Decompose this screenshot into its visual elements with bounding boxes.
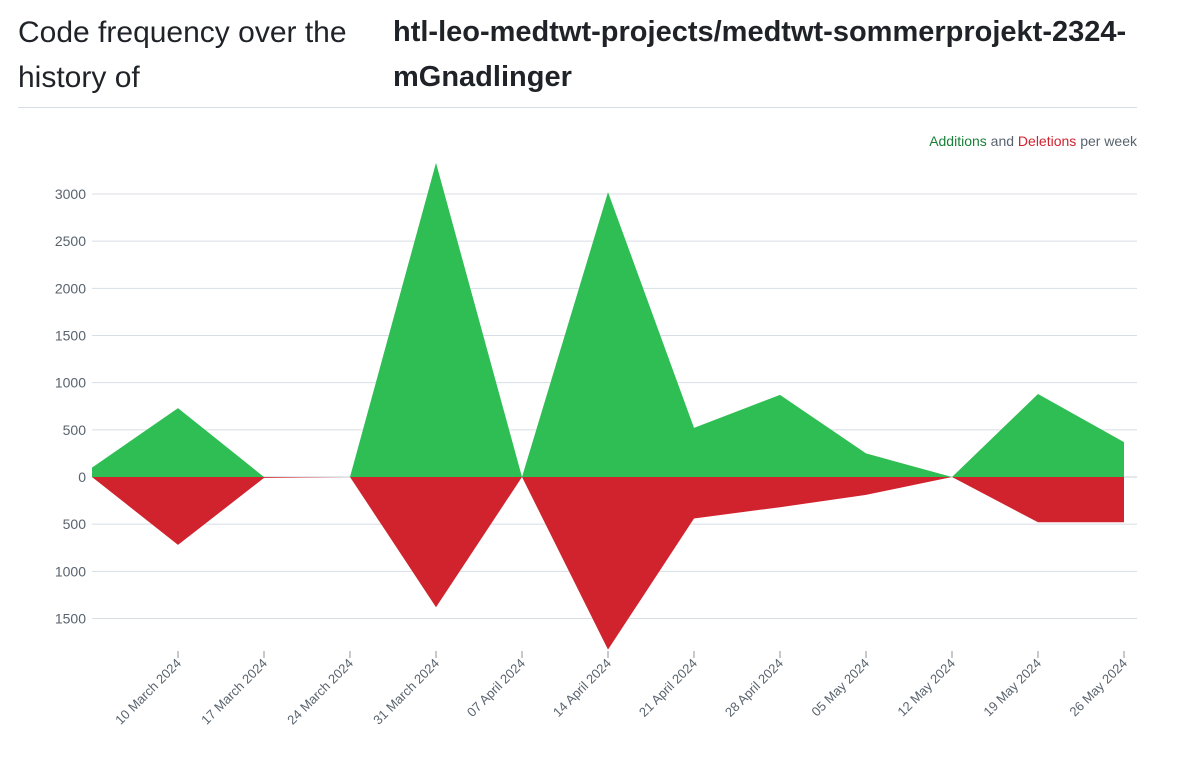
legend-additions: Additions bbox=[929, 133, 987, 149]
legend-suffix: per week bbox=[1080, 133, 1137, 149]
x-tick-label: 26 May 2024 bbox=[1066, 656, 1130, 720]
y-tick-label: 1000 bbox=[55, 563, 86, 579]
x-tick-label: 28 April 2024 bbox=[722, 656, 786, 720]
x-tick-label: 12 May 2024 bbox=[894, 656, 958, 720]
page-title-prefix: Code frequency over the history of bbox=[18, 16, 347, 94]
y-tick-label: 0 bbox=[78, 469, 86, 485]
x-tick-label: 05 May 2024 bbox=[808, 656, 872, 720]
y-tick-label: 2000 bbox=[55, 280, 86, 296]
repository-name: htl-leo-medtwt-projects/medtwt-sommerpro… bbox=[393, 16, 1127, 93]
additions-area bbox=[92, 162, 1124, 477]
x-tick-label: 21 April 2024 bbox=[636, 656, 700, 720]
legend-deletions: Deletions bbox=[1017, 133, 1077, 149]
legend-and: and bbox=[990, 133, 1015, 149]
x-tick-label: 14 April 2024 bbox=[550, 656, 614, 720]
x-tick-label: 07 April 2024 bbox=[464, 656, 528, 720]
y-tick-label: 1500 bbox=[55, 611, 86, 627]
y-tick-label: 3000 bbox=[55, 186, 86, 202]
x-tick-label: 19 May 2024 bbox=[980, 656, 1044, 720]
chart-legend: Additions and Deletions per week bbox=[929, 133, 1137, 149]
x-tick-label: 10 March 2024 bbox=[112, 656, 184, 728]
x-tick-label: 31 March 2024 bbox=[370, 656, 442, 728]
x-tick-label: 24 March 2024 bbox=[284, 656, 356, 728]
deletions-area bbox=[92, 477, 1124, 650]
page-header: Code frequency over the history of htl-l… bbox=[18, 0, 1137, 108]
x-tick-label: 17 March 2024 bbox=[198, 656, 270, 728]
y-tick-label: 2500 bbox=[55, 233, 86, 249]
y-tick-label: 500 bbox=[63, 422, 87, 438]
y-tick-label: 1000 bbox=[55, 375, 86, 391]
y-tick-label: 500 bbox=[63, 516, 87, 532]
y-tick-label: 1500 bbox=[55, 328, 86, 344]
